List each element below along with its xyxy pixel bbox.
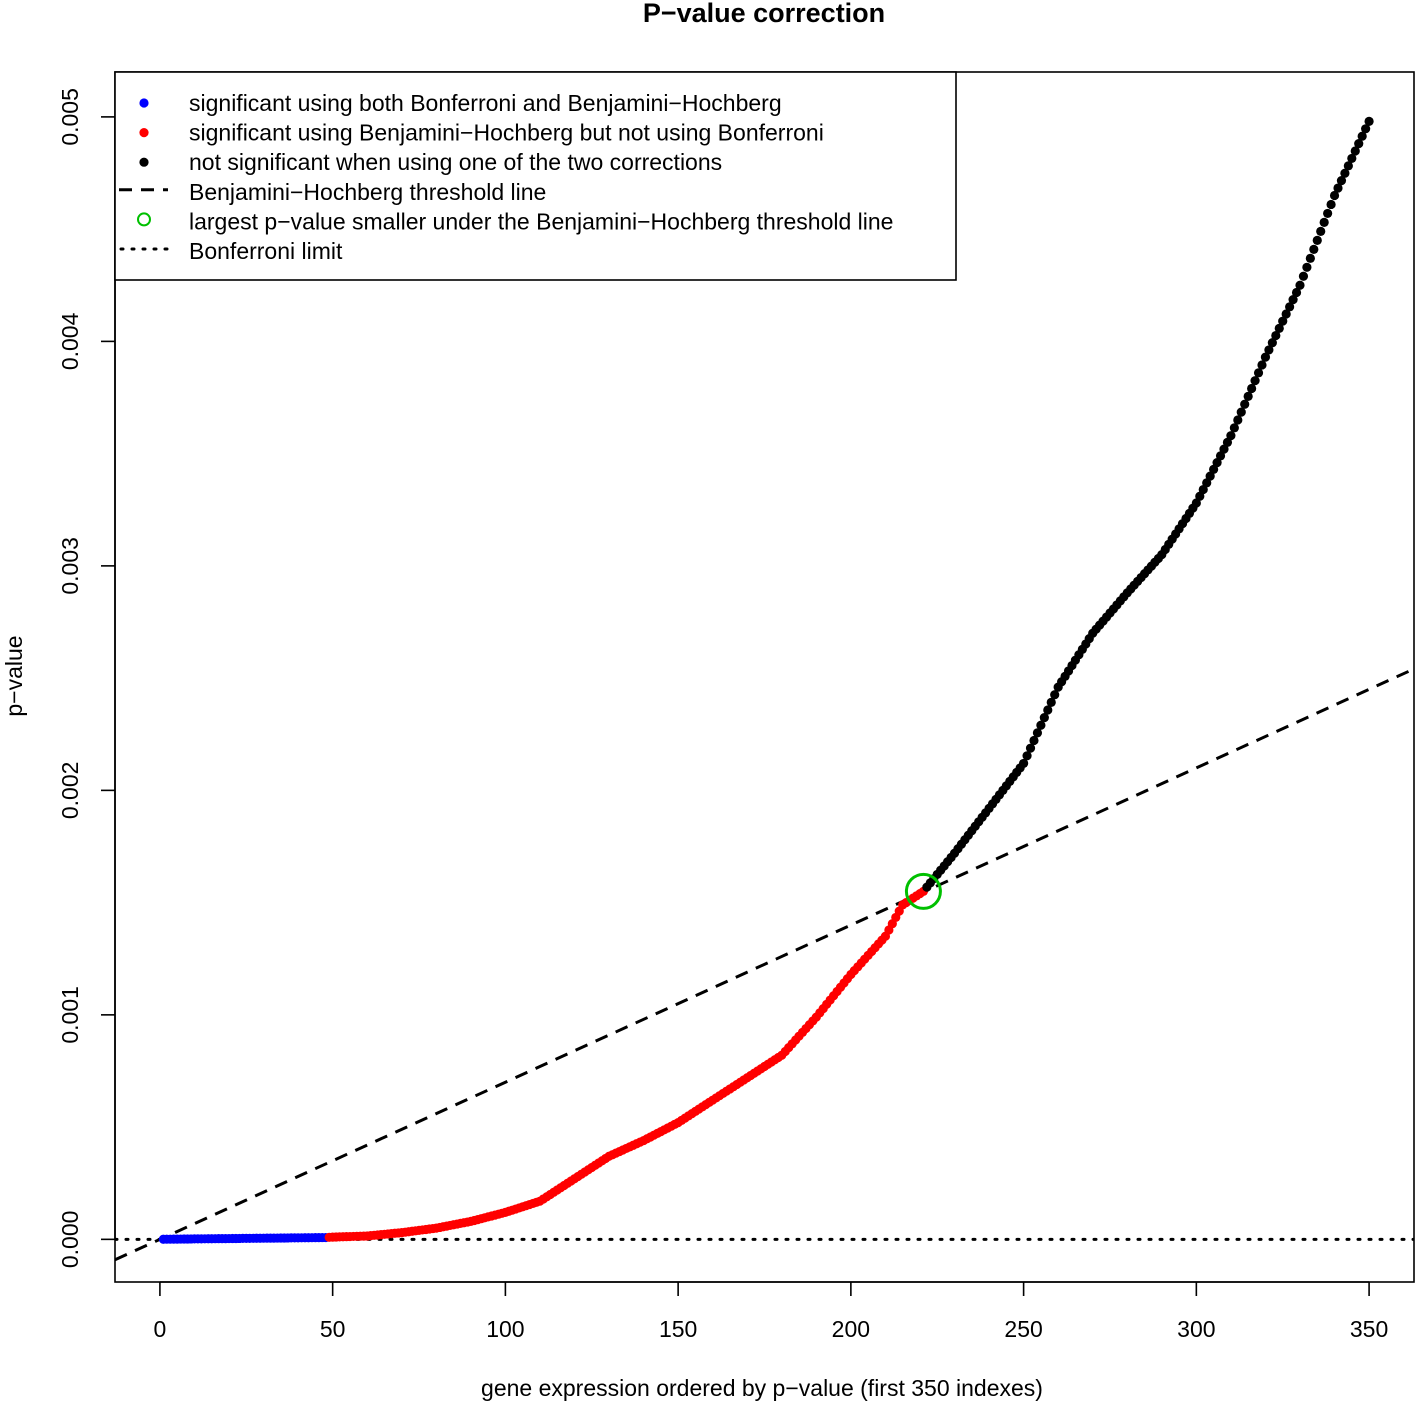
data-point xyxy=(1281,309,1291,319)
data-point xyxy=(1271,330,1281,341)
y-axis-label: p−value xyxy=(1,635,27,716)
legend-label: significant using Benjamini−Hochberg but… xyxy=(189,120,824,146)
chart-title: P−value correction xyxy=(643,0,885,28)
x-tick-label: 250 xyxy=(1004,1316,1042,1342)
x-tick-label: 0 xyxy=(154,1316,167,1342)
x-tick-label: 150 xyxy=(659,1316,697,1342)
data-point xyxy=(1029,735,1039,746)
data-point xyxy=(1291,287,1302,298)
data-point xyxy=(1043,705,1053,715)
data-point xyxy=(1236,407,1246,417)
data-point xyxy=(1323,208,1333,219)
data-point xyxy=(1247,383,1257,394)
data-point xyxy=(1361,124,1371,134)
data-point xyxy=(1267,338,1277,348)
data-point xyxy=(1295,280,1305,290)
data-point xyxy=(1312,235,1322,245)
data-point xyxy=(1274,323,1284,333)
y-tick-label: 0.001 xyxy=(57,986,83,1044)
data-point xyxy=(1243,391,1253,401)
legend-label: Benjamini−Hochberg threshold line xyxy=(189,179,546,205)
x-tick-label: 300 xyxy=(1177,1316,1215,1342)
data-point xyxy=(1253,368,1264,378)
legend-label: significant using both Bonferroni and Be… xyxy=(189,90,782,116)
legend-label: Bonferroni limit xyxy=(189,238,343,264)
legend-label: not significant when using one of the tw… xyxy=(189,149,722,175)
data-point xyxy=(1019,758,1029,769)
data-point xyxy=(1350,146,1360,156)
data-point xyxy=(1333,183,1343,193)
data-point xyxy=(1240,399,1250,409)
data-point xyxy=(1233,415,1243,425)
data-point xyxy=(1326,199,1336,210)
x-axis-label: gene expression ordered by p−value (firs… xyxy=(481,1375,1043,1401)
data-point xyxy=(1357,131,1367,141)
y-tick-label: 0.005 xyxy=(57,88,83,146)
data-point xyxy=(1022,751,1032,761)
data-point xyxy=(1278,316,1288,326)
legend-label: largest p−value smaller under the Benjam… xyxy=(189,208,893,234)
data-point xyxy=(1264,345,1274,355)
largest-p-value-highlight xyxy=(904,872,942,910)
data-point xyxy=(1340,168,1350,178)
data-point xyxy=(1229,423,1239,433)
data-point xyxy=(1298,271,1309,281)
x-tick-label: 350 xyxy=(1350,1316,1388,1342)
data-point xyxy=(1354,139,1364,149)
legend-marker-dot xyxy=(139,128,149,138)
legend-marker-open-circle xyxy=(137,212,151,227)
data-point xyxy=(1032,728,1043,738)
data-point xyxy=(1316,226,1326,236)
data-point xyxy=(1305,253,1315,263)
y-tick-label: 0.004 xyxy=(57,312,83,370)
data-point xyxy=(1336,176,1347,186)
data-point xyxy=(1050,690,1060,700)
data-point xyxy=(1343,161,1353,171)
data-point xyxy=(1319,217,1329,228)
data-point xyxy=(1302,262,1312,272)
y-tick-label: 0.000 xyxy=(57,1211,83,1269)
y-tick-label: 0.002 xyxy=(57,762,83,820)
data-point xyxy=(1257,360,1267,370)
data-point xyxy=(1364,116,1374,126)
data-point xyxy=(1309,244,1319,254)
bh-threshold-line xyxy=(115,667,1414,1262)
data-point xyxy=(1250,376,1260,386)
data-point xyxy=(1260,352,1271,362)
data-point xyxy=(1039,713,1049,723)
x-tick-label: 200 xyxy=(832,1316,870,1342)
legend-marker-dot xyxy=(139,157,149,167)
data-point xyxy=(1046,697,1056,707)
x-tick-label: 50 xyxy=(320,1316,346,1342)
data-point xyxy=(1025,743,1036,753)
x-tick-label: 100 xyxy=(486,1316,524,1342)
legend-box xyxy=(114,71,957,281)
legend-marker-dot xyxy=(139,98,149,108)
data-point xyxy=(1036,720,1046,730)
data-point xyxy=(1285,302,1295,312)
data-point xyxy=(1226,431,1236,441)
data-point xyxy=(1329,190,1340,201)
data-point xyxy=(1288,295,1298,305)
y-tick-label: 0.003 xyxy=(57,537,83,595)
data-point xyxy=(1347,153,1357,164)
